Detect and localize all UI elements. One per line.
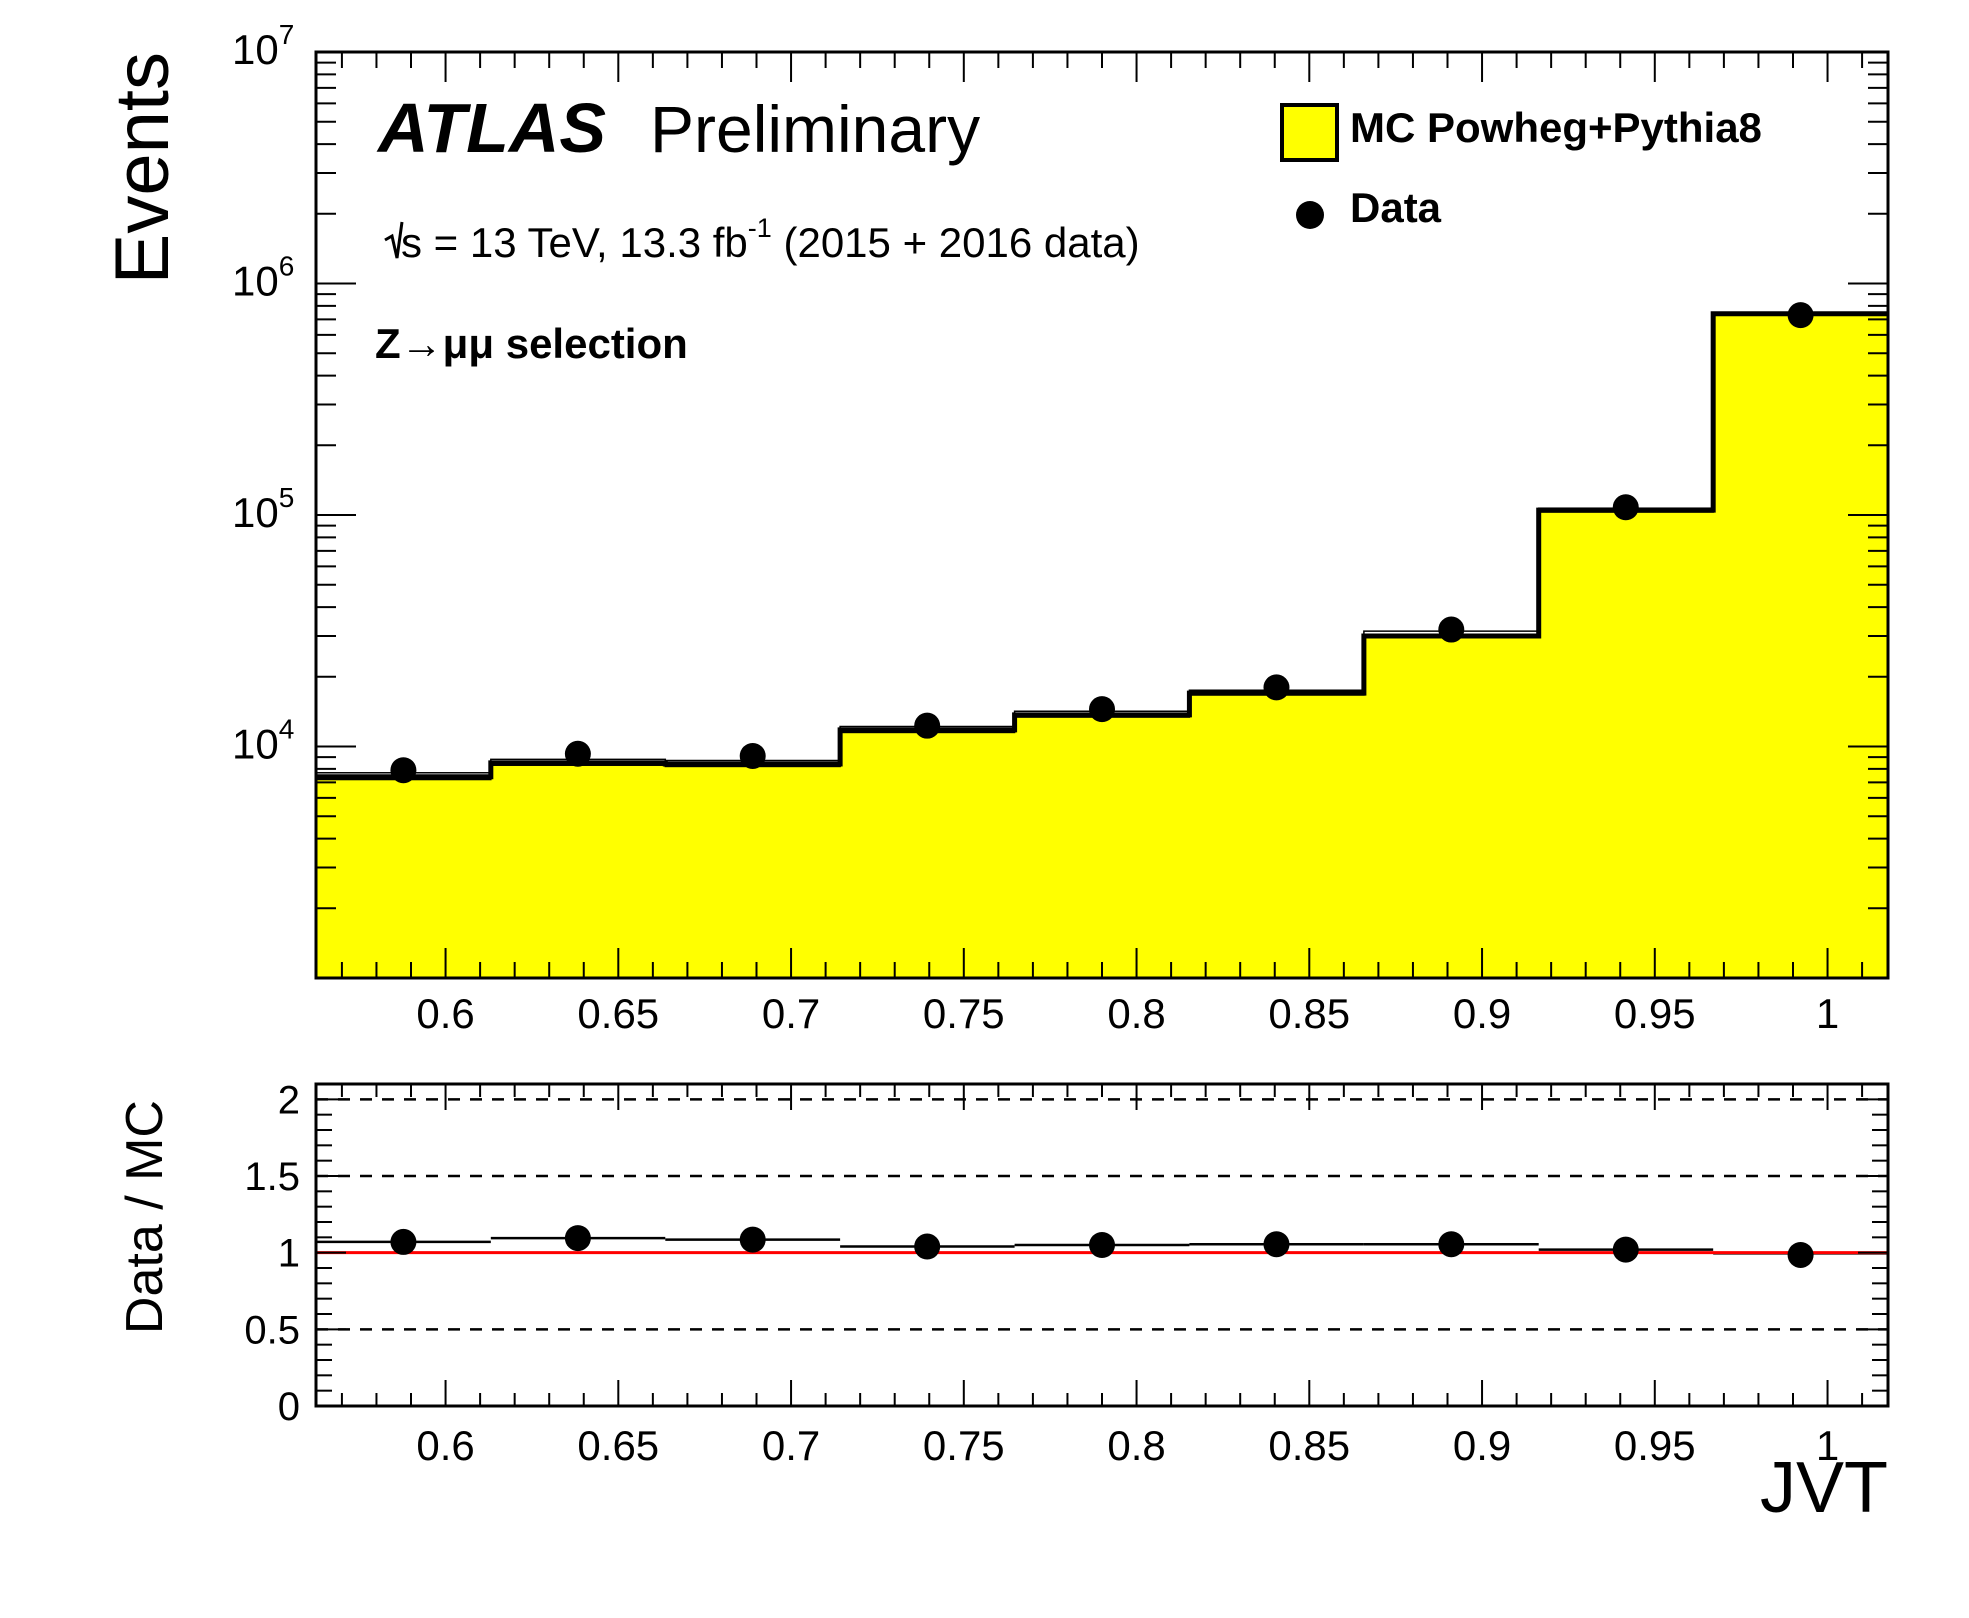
energy-lumi-annotation: s = 13 TeV, 13.3 fb-1 (2015 + 2016 data) — [384, 213, 1140, 266]
y-tick-label: 105 — [232, 482, 294, 536]
ratio-x-tick-label: 1 — [1816, 1422, 1839, 1469]
ratio-plot-frame — [314, 1082, 1890, 1408]
ratio-data-point — [914, 1233, 941, 1260]
y-tick-label: 106 — [232, 251, 294, 305]
ratio-x-tick-label: 0.8 — [1107, 1422, 1165, 1469]
atlas-label: ATLAS — [376, 89, 606, 167]
ratio-data-point — [1263, 1231, 1290, 1258]
main-plot-frame — [314, 50, 1890, 980]
legend-mc-label: MC Powheg+Pythia8 — [1350, 104, 1762, 151]
data-period: (2015 + 2016 data) — [772, 219, 1140, 266]
ratio-x-tick-label: 0.6 — [416, 1422, 474, 1469]
data-point — [564, 740, 591, 767]
legend: MC Powheg+Pythia8 Data — [1280, 103, 1762, 231]
ratio-data-point — [390, 1228, 417, 1255]
x-tick-label: 0.85 — [1268, 990, 1350, 1037]
x-tick-label: 0.65 — [577, 990, 659, 1037]
energy-lumi-text: s = 13 TeV, 13.3 fb — [401, 219, 748, 266]
main-panel: 104 105 106 107 0.6 0.65 0.7 0.75 0.8 0.85 0.9 0.9… — [100, 19, 1890, 1037]
data-point — [1612, 494, 1639, 521]
data-points-layer — [390, 302, 1814, 784]
ratio-dashed-lines — [316, 1098, 1888, 1331]
data-point — [1787, 302, 1814, 329]
ratio-data-point — [1612, 1236, 1639, 1263]
ratio-x-tick-label: 0.9 — [1453, 1422, 1511, 1469]
y-tick-label: 107 — [232, 19, 294, 73]
ratio-data-point — [1089, 1232, 1115, 1258]
ratio-x-tick-label: 0.75 — [923, 1422, 1005, 1469]
ratio-data-point — [1787, 1241, 1814, 1268]
ratio-x-tick-label: 0.65 — [577, 1422, 659, 1469]
legend-data-marker — [1296, 201, 1324, 229]
data-point — [1263, 674, 1290, 701]
selection-label: Z→μμ selection — [375, 320, 688, 367]
ratio-data-point — [564, 1225, 591, 1252]
x-tick-label: 0.9 — [1453, 990, 1511, 1037]
ratio-x-tick-label: 0.95 — [1614, 1422, 1696, 1469]
ratio-y-tick-label: 0 — [278, 1385, 300, 1429]
x-tick-label: 0.8 — [1107, 990, 1165, 1037]
data-point — [1438, 616, 1465, 643]
ratio-y-tick-label: 1 — [278, 1232, 300, 1276]
ratio-y-tick-label: 0.5 — [244, 1308, 300, 1352]
ratio-data-point — [739, 1226, 766, 1253]
x-tick-label: 1 — [1816, 990, 1839, 1037]
data-point — [1089, 696, 1115, 723]
legend-data-label: Data — [1350, 184, 1442, 231]
y-axis-label: Events — [100, 52, 185, 284]
x-tick-label: 0.75 — [923, 990, 1005, 1037]
x-tick-label: 0.6 — [416, 990, 474, 1037]
main-x-tick-labels: 0.6 0.65 0.7 0.75 0.8 0.85 0.9 0.95 1 — [416, 990, 1839, 1037]
x-axis-label: JVT — [1760, 1448, 1888, 1528]
lumi-exponent: -1 — [748, 213, 772, 243]
main-y-tick-labels: 104 105 106 107 — [232, 19, 294, 768]
data-point — [914, 712, 941, 739]
data-point — [739, 742, 766, 769]
ratio-y-axis-label: Data / MC — [116, 1100, 174, 1334]
legend-mc-swatch — [1280, 103, 1339, 162]
svg-text:s = 13 TeV, 13.3 fb-1 (2015 +: s = 13 TeV, 13.3 fb-1 (2015 + 2016 data) — [401, 213, 1140, 266]
ratio-y-tick-label: 1.5 — [244, 1155, 300, 1199]
mc-histogram-fill — [316, 313, 1888, 979]
ratio-panel: 00.511.52 0.6 0.65 0.7 0.75 0.8 0.85 0.9 0.95 1 … — [116, 1078, 1890, 1528]
ratio-y-tick-label: 2 — [278, 1078, 300, 1122]
x-tick-label: 0.7 — [762, 990, 820, 1037]
ratio-points-layer — [390, 1225, 1814, 1268]
x-tick-label: 0.95 — [1614, 990, 1696, 1037]
ratio-y-tick-labels: 0 0.5 1 1.5 2 — [244, 1078, 300, 1429]
data-point — [390, 757, 417, 784]
ratio-x-tick-labels: 0.6 0.65 0.7 0.75 0.8 0.85 0.9 0.95 1 — [416, 1422, 1839, 1469]
ratio-data-point — [1438, 1231, 1465, 1258]
y-tick-label: 104 — [232, 714, 294, 768]
ratio-x-tick-label: 0.7 — [762, 1422, 820, 1469]
ratio-x-tick-label: 0.85 — [1268, 1422, 1350, 1469]
sqrt-icon — [384, 221, 404, 259]
main-ticks-layer — [316, 52, 1888, 979]
mc-fill-layer — [316, 313, 1888, 979]
preliminary-label: Preliminary — [650, 92, 980, 166]
